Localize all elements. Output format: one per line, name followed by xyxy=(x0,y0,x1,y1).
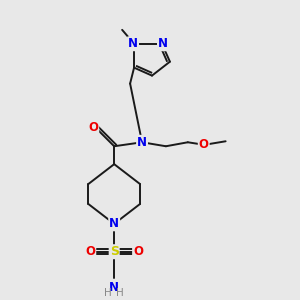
Text: N: N xyxy=(137,136,147,149)
Text: S: S xyxy=(110,245,119,258)
Text: O: O xyxy=(133,245,143,258)
Text: O: O xyxy=(199,138,209,151)
Text: N: N xyxy=(128,37,138,50)
Text: H: H xyxy=(104,287,112,298)
Text: N: N xyxy=(158,37,168,50)
Text: N: N xyxy=(109,218,119,230)
Text: O: O xyxy=(88,121,98,134)
Text: H: H xyxy=(116,287,124,298)
Text: N: N xyxy=(109,280,119,294)
Text: O: O xyxy=(85,245,95,258)
